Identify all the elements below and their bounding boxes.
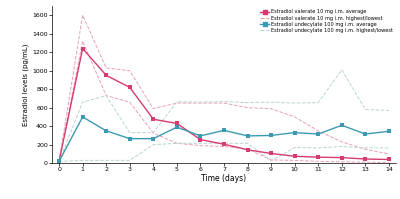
X-axis label: Time (days): Time (days) [202,174,246,183]
Legend: Estradiol valerate 10 mg i.m. average, Estradiol valerate 10 mg i.m. highest/low: Estradiol valerate 10 mg i.m. average, E… [259,9,394,34]
Y-axis label: Estradiol levels (pg/mL): Estradiol levels (pg/mL) [23,43,30,126]
